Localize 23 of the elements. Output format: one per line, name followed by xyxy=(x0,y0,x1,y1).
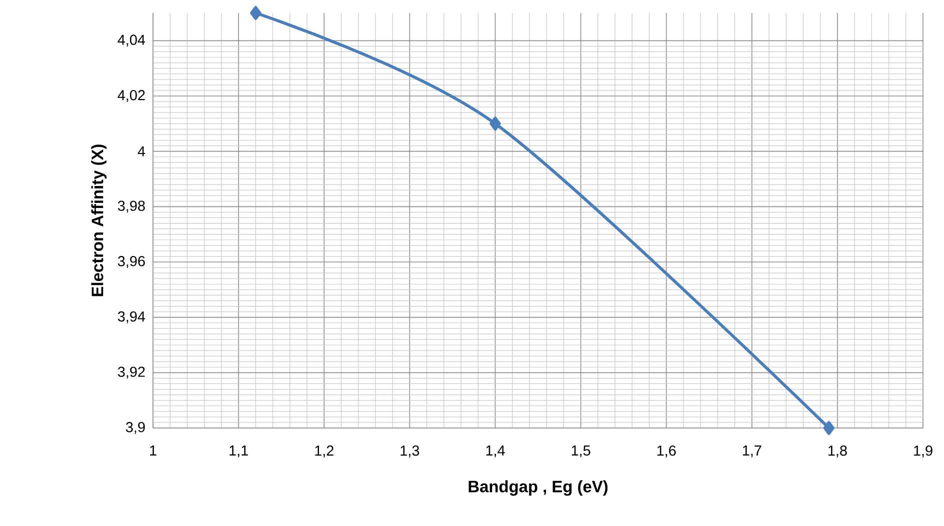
y-tick-label: 3,98 xyxy=(118,200,145,213)
y-tick-label: 3,96 xyxy=(118,256,145,268)
x-axis-title: Bandgap , Eg (eV) xyxy=(468,480,608,496)
x-tick-label: 1,5 xyxy=(572,446,590,458)
x-tick-label: 1,3 xyxy=(400,446,420,458)
y-tick-label: 4,02 xyxy=(118,90,145,102)
y-tick-label: 4 xyxy=(138,146,146,156)
point xyxy=(490,116,501,131)
y-tick-label: 3,9 xyxy=(126,422,145,434)
x-tick-label: 1,8 xyxy=(828,446,847,458)
x-tick-label: 1,9 xyxy=(914,446,932,458)
x-tick-label: 1,2 xyxy=(315,446,334,458)
point xyxy=(250,6,262,20)
x-tick-label: 1,1 xyxy=(230,446,248,458)
point xyxy=(823,421,834,435)
y-tick-label: 4,04 xyxy=(118,34,146,47)
x-tick-label: 1,7 xyxy=(742,446,762,458)
x-tick-label: 1,6 xyxy=(657,446,676,458)
y-tick-label: 3,94 xyxy=(118,311,146,324)
y-tick-label: 3,92 xyxy=(118,366,145,379)
x-tick-label: 1 xyxy=(150,446,156,456)
y-axis-title: Electron Affinity (X) xyxy=(91,144,107,296)
x-tick-label: 1,4 xyxy=(486,446,505,458)
